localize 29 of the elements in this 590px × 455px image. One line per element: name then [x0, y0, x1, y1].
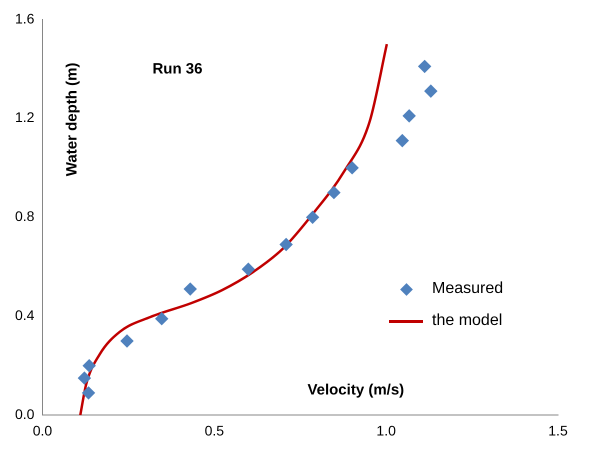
annotation: Run 36 — [152, 60, 202, 78]
legend-label: the model — [432, 312, 502, 330]
x-tick-label: 0.0 — [32, 422, 52, 438]
point — [82, 386, 96, 400]
point — [280, 238, 293, 252]
y-tick-label: 0.4 — [14, 307, 35, 324]
point — [346, 161, 359, 174]
point — [78, 372, 91, 385]
point — [242, 262, 255, 276]
y-tick-label: 1.6 — [14, 10, 35, 26]
x-tick-label: 0.5 — [204, 422, 224, 438]
point — [327, 186, 340, 200]
point — [155, 312, 168, 326]
legend-label: Measured — [432, 280, 504, 298]
y-tick-label: 0.8 — [14, 208, 35, 224]
point — [120, 334, 134, 348]
point — [82, 359, 96, 372]
y-tick-label: 0.0 — [14, 406, 35, 422]
point — [402, 109, 416, 122]
x-axis-title: Velocity (m/s) — [307, 381, 404, 398]
x-tick-label: 1.0 — [376, 422, 396, 438]
point — [184, 282, 197, 296]
point — [306, 210, 320, 224]
point — [396, 134, 409, 148]
point — [424, 84, 438, 98]
y-axis-title: Water depth (m) — [64, 62, 81, 176]
point — [418, 60, 432, 73]
y-tick-label: 1.2 — [14, 109, 35, 126]
x-tick-label: 1.5 — [548, 422, 568, 438]
